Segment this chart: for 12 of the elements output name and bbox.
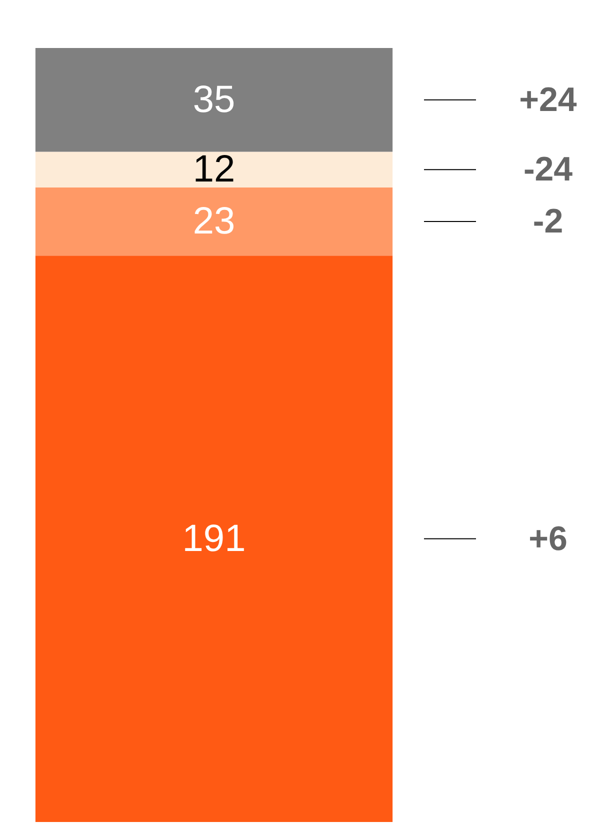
text: +6 xyxy=(528,520,568,558)
data-label: 23 xyxy=(192,200,236,242)
text: -2 xyxy=(532,202,564,240)
data-label: 191 xyxy=(182,518,246,560)
data-label: 12 xyxy=(192,148,236,191)
text: +24 xyxy=(519,80,577,119)
bar xyxy=(35,256,393,822)
data-label: 35 xyxy=(192,78,236,121)
bar xyxy=(35,152,393,188)
bar xyxy=(35,48,393,152)
bar xyxy=(35,187,393,256)
text: -24 xyxy=(523,150,573,189)
